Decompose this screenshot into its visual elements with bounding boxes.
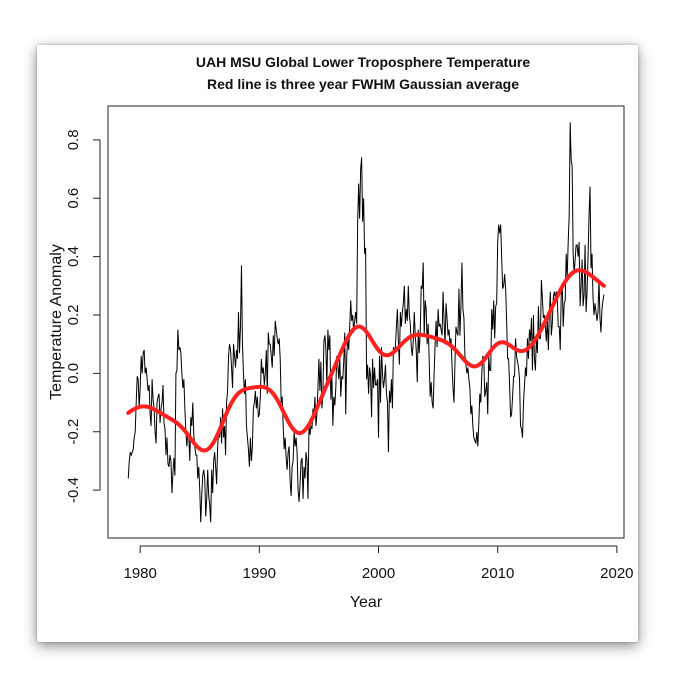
y-tick-label: -0.2 [65,419,82,445]
y-tick-label: -0.4 [65,477,82,503]
x-tick-label: 2010 [481,565,514,582]
y-tick-label: 0.0 [65,363,82,384]
y-tick-label: 0.6 [65,188,82,209]
x-tick-label: 2000 [362,565,395,582]
x-tick-label: 1990 [243,565,276,582]
y-tick-label: 0.2 [65,305,82,326]
y-tick-label: 0.4 [65,246,82,267]
y-tick-label: 0.8 [65,129,82,150]
chart-title: UAH MSU Global Lower Troposphere Tempera… [196,54,530,70]
series-group [126,122,606,523]
chart-card: UAH MSU Global Lower Troposphere Tempera… [37,45,638,642]
y-axis: -0.4 -0.2 0.0 0.2 0.4 0.6 0.8 [65,129,101,503]
plot-frame [107,105,625,539]
temperature-chart: UAH MSU Global Lower Troposphere Tempera… [48,54,634,611]
x-axis: 1980 1990 2000 2010 2020 [123,545,634,582]
y-axis-label: Temperature Anomaly [48,244,65,400]
x-axis-label: Year [350,594,383,611]
monthly-anomaly-line [127,122,605,523]
x-tick-label: 2020 [600,565,633,582]
x-tick-label: 1980 [123,565,156,582]
chart-subtitle: Red line is three year FWHM Gaussian ave… [207,76,519,92]
gaussian-average-line [126,268,606,453]
